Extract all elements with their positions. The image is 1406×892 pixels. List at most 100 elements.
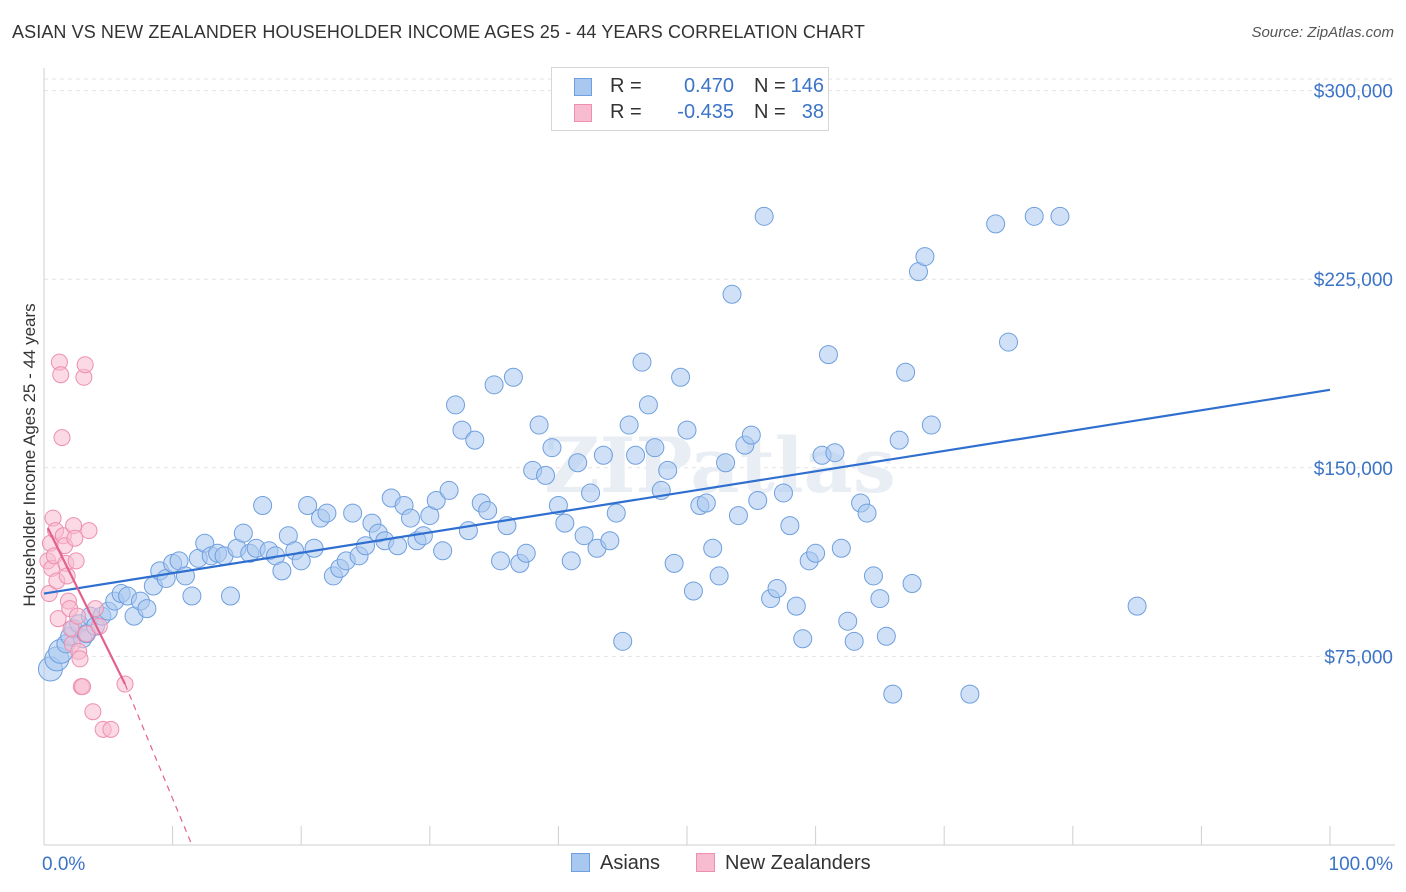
- asian-point: [272, 561, 292, 581]
- asian-point: [401, 508, 421, 528]
- nz-points: [39, 353, 134, 738]
- nz-point: [84, 703, 102, 721]
- asian-point: [741, 425, 761, 445]
- nz-point: [58, 567, 76, 585]
- asian-point: [709, 566, 729, 586]
- bottom-label-asians: Asians: [600, 852, 661, 874]
- asian-point: [722, 284, 742, 304]
- asian-trend-line: [43, 388, 1331, 595]
- asian-point: [883, 684, 903, 704]
- asian-point: [426, 490, 446, 510]
- asian-point: [606, 503, 626, 523]
- nz-point: [80, 522, 98, 540]
- asian-point: [793, 629, 813, 649]
- nz-point: [76, 356, 94, 374]
- legend-r-label: R =: [610, 101, 642, 123]
- legend-n-value: 38: [801, 101, 824, 123]
- asian-point: [439, 480, 459, 500]
- y-tick-label: $150,000: [1314, 459, 1393, 480]
- asian-point: [600, 531, 620, 551]
- asian-point: [626, 445, 646, 465]
- asian-point: [568, 453, 588, 473]
- asian-point: [182, 586, 202, 606]
- asian-point: [220, 586, 240, 606]
- asian-point: [806, 543, 826, 563]
- bottom-swatch-asians: [571, 853, 590, 872]
- nz-point: [67, 552, 85, 570]
- asian-point: [818, 345, 838, 365]
- asian-point: [593, 445, 613, 465]
- asian-point: [561, 551, 581, 571]
- asian-point: [484, 375, 504, 395]
- nz-trend-line: [46, 527, 127, 685]
- asian-point: [671, 367, 691, 387]
- asian-point: [902, 573, 922, 593]
- asian-point: [876, 626, 896, 646]
- asian-point: [786, 596, 806, 616]
- asian-point: [683, 581, 703, 601]
- asian-point: [889, 430, 909, 450]
- nz-point: [71, 650, 89, 668]
- x-tick-label-max: 100.0%: [1329, 854, 1394, 875]
- asian-point: [1050, 206, 1070, 226]
- asian-point: [253, 496, 273, 516]
- asian-point: [574, 526, 594, 546]
- asian-point: [632, 352, 652, 372]
- correlation-legend: R = 0.470 N = 146 R = -0.435 N = 38: [551, 67, 829, 131]
- nz-point: [53, 429, 71, 447]
- nz-point: [68, 607, 86, 625]
- legend-n-label: N =: [754, 75, 786, 97]
- asian-point: [645, 438, 665, 458]
- y-tick-label: $75,000: [1324, 647, 1393, 668]
- y-tick-label: $300,000: [1314, 82, 1393, 103]
- asian-point: [999, 332, 1018, 352]
- asian-point: [304, 538, 324, 558]
- asian-point: [728, 506, 748, 526]
- asian-point: [452, 420, 472, 440]
- asian-point: [658, 460, 678, 480]
- asian-point: [915, 247, 935, 267]
- nz-point: [74, 678, 92, 696]
- legend-r-value: 0.470: [683, 75, 734, 97]
- asian-point: [696, 493, 716, 513]
- y-tick-label: $225,000: [1314, 270, 1393, 291]
- axes: [43, 68, 1395, 846]
- asian-point: [555, 513, 575, 533]
- nz-point: [77, 625, 95, 643]
- asian-point: [298, 496, 318, 516]
- bottom-legend-nz: New Zealanders: [696, 852, 871, 875]
- nz-point: [49, 610, 67, 628]
- legend-r-value: -0.435: [677, 101, 734, 123]
- asian-point: [986, 214, 1006, 234]
- asian-point: [548, 496, 568, 516]
- asian-point: [767, 579, 787, 599]
- asian-point: [780, 516, 800, 536]
- asian-point: [516, 543, 536, 563]
- nz-point: [52, 366, 70, 384]
- asian-point: [664, 553, 684, 573]
- asian-point: [619, 415, 639, 435]
- tick-labels: $75,000 $150,000 $225,000 $300,000 0.0% 100.0…: [42, 82, 1393, 875]
- asian-point: [863, 566, 883, 586]
- bottom-label-nz: New Zealanders: [725, 852, 871, 874]
- asian-point: [716, 453, 736, 473]
- asian-point: [1127, 596, 1147, 616]
- asian-point: [503, 367, 523, 387]
- legend-n-value: 146: [790, 75, 824, 97]
- asian-point: [137, 599, 157, 619]
- asian-point: [896, 362, 916, 382]
- asian-point: [446, 395, 466, 415]
- asian-point: [773, 483, 793, 503]
- asian-point: [542, 438, 562, 458]
- asian-point: [581, 483, 601, 503]
- nz-trend-line-extrapolated: [124, 683, 193, 846]
- asian-point: [844, 631, 864, 651]
- nz-point: [66, 529, 84, 547]
- asian-point: [478, 501, 498, 521]
- asian-point: [465, 430, 485, 450]
- asian-point: [317, 503, 337, 523]
- asian-point: [343, 503, 363, 523]
- asian-point: [825, 443, 845, 463]
- asian-point: [754, 206, 774, 226]
